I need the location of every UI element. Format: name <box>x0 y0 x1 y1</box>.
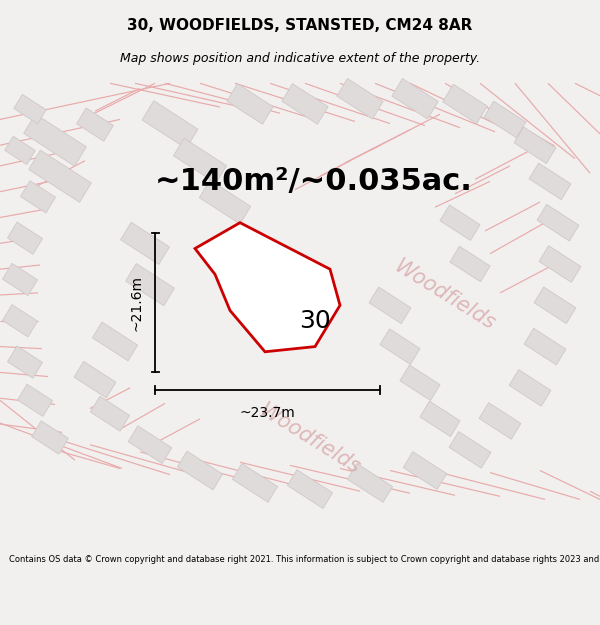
Polygon shape <box>77 108 113 141</box>
Polygon shape <box>539 246 581 282</box>
Polygon shape <box>287 470 332 509</box>
Text: Contains OS data © Crown copyright and database right 2021. This information is : Contains OS data © Crown copyright and d… <box>9 555 600 564</box>
Text: ~23.7m: ~23.7m <box>239 406 295 421</box>
Polygon shape <box>443 84 487 124</box>
Polygon shape <box>400 365 440 401</box>
Text: 30: 30 <box>299 309 331 332</box>
Polygon shape <box>29 150 91 202</box>
Polygon shape <box>337 79 383 119</box>
Polygon shape <box>420 401 460 437</box>
Polygon shape <box>14 94 46 124</box>
Polygon shape <box>24 114 86 166</box>
Polygon shape <box>142 101 198 149</box>
Polygon shape <box>509 369 551 406</box>
Polygon shape <box>537 204 579 241</box>
Polygon shape <box>369 287 411 324</box>
Text: Woodfields: Woodfields <box>256 401 364 479</box>
Polygon shape <box>479 402 521 439</box>
Polygon shape <box>514 127 556 164</box>
Polygon shape <box>195 222 340 352</box>
Polygon shape <box>484 101 526 138</box>
Polygon shape <box>74 361 116 398</box>
Polygon shape <box>403 452 447 489</box>
Polygon shape <box>347 464 392 503</box>
Text: ~21.6m: ~21.6m <box>130 275 144 331</box>
Polygon shape <box>8 346 43 378</box>
Text: Map shows position and indicative extent of the property.: Map shows position and indicative extent… <box>120 52 480 65</box>
Text: ~140m²/~0.035ac.: ~140m²/~0.035ac. <box>155 167 473 196</box>
Polygon shape <box>199 180 251 224</box>
Polygon shape <box>17 384 52 416</box>
Polygon shape <box>91 396 130 431</box>
Polygon shape <box>380 329 420 364</box>
Text: Woodfields: Woodfields <box>391 256 499 334</box>
Polygon shape <box>534 287 576 324</box>
Polygon shape <box>125 264 175 306</box>
Polygon shape <box>20 181 55 213</box>
Text: 30, WOODFIELDS, STANSTED, CM24 8AR: 30, WOODFIELDS, STANSTED, CM24 8AR <box>127 18 473 32</box>
Polygon shape <box>392 79 438 119</box>
Polygon shape <box>2 305 37 337</box>
Polygon shape <box>449 432 491 468</box>
Polygon shape <box>32 421 68 454</box>
Polygon shape <box>8 222 43 254</box>
Polygon shape <box>128 426 172 464</box>
Polygon shape <box>2 263 37 296</box>
Polygon shape <box>178 451 223 490</box>
Polygon shape <box>173 138 227 183</box>
Polygon shape <box>5 136 35 164</box>
Polygon shape <box>92 322 137 361</box>
Polygon shape <box>282 84 328 124</box>
Polygon shape <box>232 464 278 503</box>
Polygon shape <box>450 246 490 282</box>
Polygon shape <box>440 205 480 241</box>
Polygon shape <box>529 163 571 199</box>
Polygon shape <box>227 84 273 124</box>
Polygon shape <box>524 328 566 365</box>
Polygon shape <box>121 222 169 264</box>
